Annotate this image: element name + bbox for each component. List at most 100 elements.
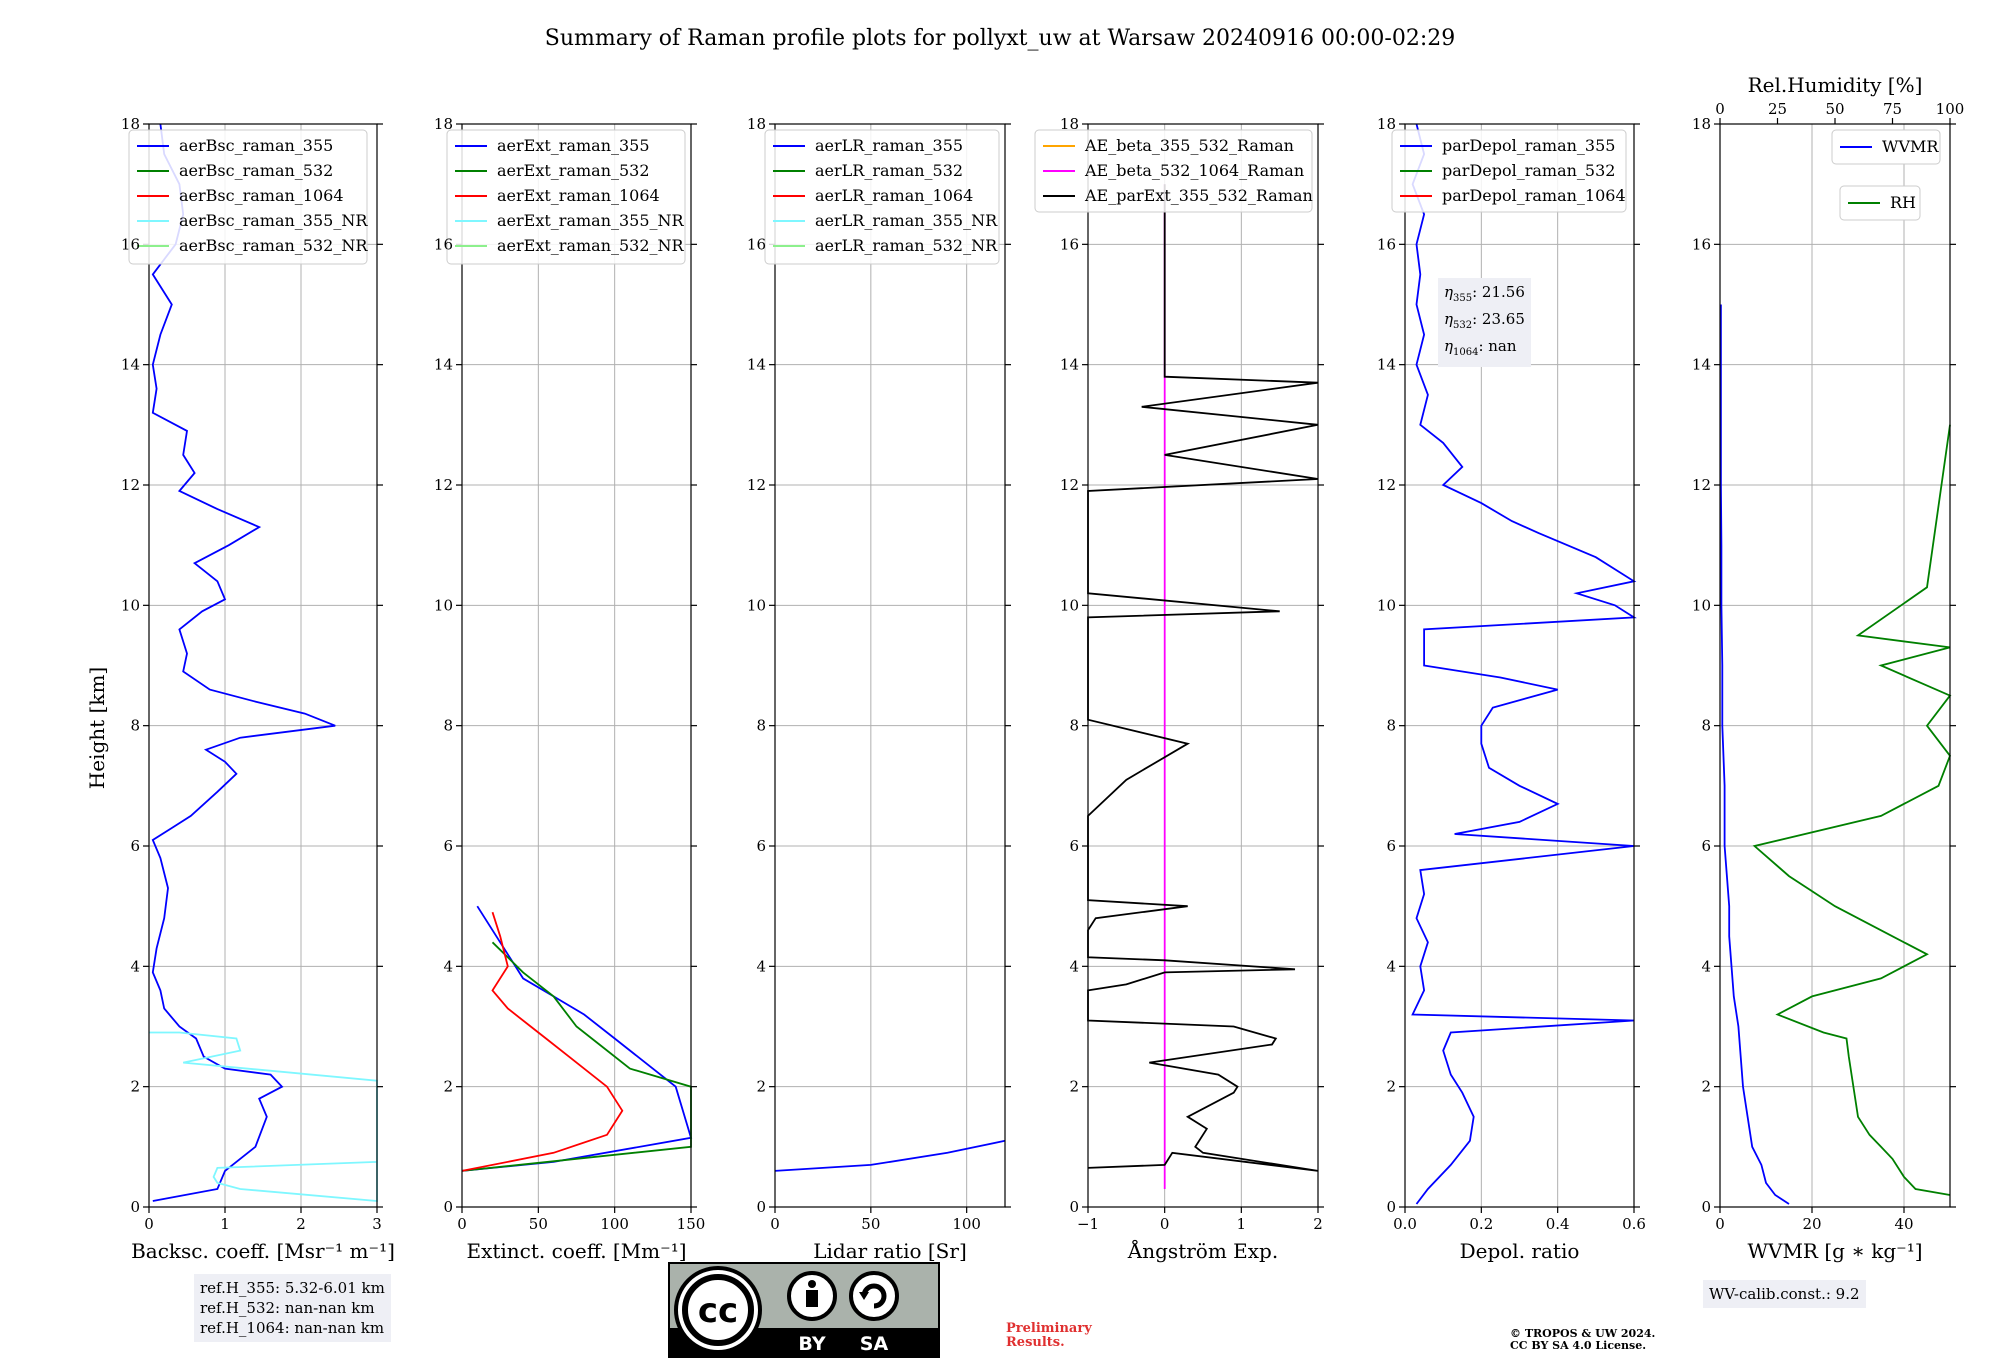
x2-axis-label: Rel.Humidity [%] [1748, 73, 1923, 97]
y-tick-label: 16 [434, 235, 453, 253]
series-line-AE_parExt_355_532_Raman [1087, 184, 1319, 1172]
wv-calib-box: WV-calib.const.: 9.2 [1703, 1280, 1866, 1308]
x-tick-label: −1 [1077, 1215, 1099, 1233]
x2-tick-label: 0 [1715, 100, 1725, 118]
x-tick-label: 0.4 [1546, 1215, 1570, 1233]
axes-frame [774, 123, 1006, 1208]
y-tick-label: 10 [434, 596, 453, 614]
y-tick-label: 14 [747, 356, 766, 374]
x-tick-label: 0 [770, 1215, 780, 1233]
y-tick-label: 8 [443, 717, 453, 735]
figure-title: Summary of Raman profile plots for polly… [545, 26, 1455, 51]
x-tick-label: 0.2 [1469, 1215, 1493, 1233]
y-tick-label: 6 [130, 837, 140, 855]
y-tick-label: 2 [1386, 1078, 1396, 1096]
legend-entry: aerLR_raman_355 [815, 136, 963, 155]
x-tick-label: 40 [1894, 1215, 1913, 1233]
y-tick-label: 2 [1069, 1078, 1079, 1096]
y-tick-label: 4 [443, 957, 453, 975]
panel-3 [764, 123, 1011, 1213]
series-line-RH [1752, 424, 1952, 1196]
legend-entry: aerBsc_raman_1064 [179, 186, 344, 205]
y-tick-label: 18 [1377, 115, 1396, 133]
x-tick-label: 150 [677, 1215, 706, 1233]
axes-frame [1087, 123, 1319, 1208]
y-tick-label: 18 [1060, 115, 1079, 133]
y-tick-label: 6 [756, 837, 766, 855]
y-tick-label: 8 [1386, 717, 1396, 735]
series-line-aerExt_raman_1064 [461, 911, 624, 1172]
y-tick-label: 14 [1060, 356, 1079, 374]
x-tick-label: 1 [1237, 1215, 1247, 1233]
y-tick-label: 12 [747, 476, 766, 494]
y-tick-label: 8 [756, 717, 766, 735]
legend-entry: WVMR [1882, 137, 1939, 156]
y-tick-label: 10 [1060, 596, 1079, 614]
y-tick-label: 2 [130, 1078, 140, 1096]
legend-box [128, 129, 368, 265]
eta-box: η355: 21.56 η532: 23.65 η1064: nan [1438, 278, 1531, 367]
legend-entry: aerExt_raman_355 [497, 136, 650, 155]
y-tick-label: 6 [1701, 837, 1711, 855]
y-tick-label: 12 [1377, 476, 1396, 494]
legend-box [1034, 129, 1313, 213]
y-tick-label: 8 [1701, 717, 1711, 735]
y-tick-label: 18 [747, 115, 766, 133]
legend-entry: parDepol_raman_532 [1442, 161, 1615, 180]
legend-entry: aerExt_raman_532_NR [497, 236, 685, 255]
legend-box [1831, 129, 1941, 165]
x-tick-label: 0.0 [1393, 1215, 1417, 1233]
legend-entry: aerExt_raman_355_NR [497, 211, 685, 230]
x-tick-label: 0 [144, 1215, 154, 1233]
x-axis-label: Extinct. coeff. [Mm⁻¹] [466, 1239, 686, 1263]
x-tick-label: 50 [861, 1215, 880, 1233]
x-tick-label: 0 [1160, 1215, 1170, 1233]
series-line-aerLR_raman_355 [774, 1139, 1006, 1172]
panel-1 [128, 123, 383, 1213]
legend-entry: aerBsc_raman_532 [179, 161, 333, 180]
y-tick-label: 0 [443, 1198, 453, 1216]
axes-frame [1719, 123, 1951, 1208]
x2-tick-label: 25 [1768, 100, 1787, 118]
y-tick-label: 14 [1692, 356, 1711, 374]
legend-box [764, 129, 1000, 265]
ref-height-box: ref.H_355: 5.32-6.01 km ref.H_532: nan-n… [194, 1274, 391, 1342]
legend-entry: aerLR_raman_532 [815, 161, 963, 180]
y-tick-label: 8 [130, 717, 140, 735]
y-tick-label: 12 [434, 476, 453, 494]
y-tick-label: 8 [1069, 717, 1079, 735]
x-tick-label: 0 [457, 1215, 467, 1233]
y-tick-label: 16 [747, 235, 766, 253]
preliminary-note: Preliminary Results. [1006, 1321, 1092, 1350]
legend-entry: aerLR_raman_355_NR [815, 211, 998, 230]
legend-box [1391, 129, 1627, 213]
y-tick-label: 4 [130, 957, 140, 975]
y-tick-label: 10 [1377, 596, 1396, 614]
wv-calib-text: WV-calib.const.: 9.2 [1709, 1285, 1860, 1303]
y-tick-label: 6 [1069, 837, 1079, 855]
y-tick-label: 16 [1377, 235, 1396, 253]
y-tick-label: 16 [121, 235, 140, 253]
x-tick-label: 100 [600, 1215, 629, 1233]
axes-frame [148, 123, 378, 1208]
legend-entry: AE_beta_532_1064_Raman [1084, 161, 1304, 180]
y-tick-label: 10 [747, 596, 766, 614]
x2-tick-label: 50 [1825, 100, 1844, 118]
panel-6 [1714, 118, 1956, 1213]
legend-entry: AE_beta_355_532_Raman [1084, 136, 1294, 155]
eta-355: η355: 21.56 [1444, 283, 1525, 304]
panel-4 [1034, 123, 1324, 1213]
legend-entry: aerExt_raman_532 [497, 161, 650, 180]
y-tick-label: 4 [1069, 957, 1079, 975]
y-axis-label: Height [km] [85, 667, 109, 789]
eta-532: η532: 23.65 [1444, 310, 1525, 331]
x-tick-label: 2 [1313, 1215, 1323, 1233]
legend-entry: aerBsc_raman_532_NR [179, 236, 368, 255]
legend-box [446, 129, 686, 265]
x-tick-label: 0 [1715, 1215, 1725, 1233]
x-tick-label: 1 [220, 1215, 230, 1233]
cc-by-sa-badge: cc BY SA [668, 1262, 940, 1358]
y-tick-label: 4 [1386, 957, 1396, 975]
y-tick-label: 10 [121, 596, 140, 614]
